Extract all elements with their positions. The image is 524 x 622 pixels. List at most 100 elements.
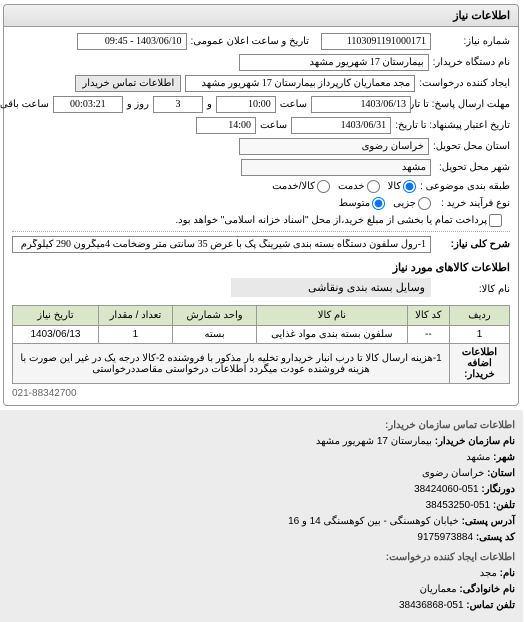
radio-mid[interactable]: متوسط <box>340 197 386 210</box>
contact-family-row: نام خانوادگی: معماریان <box>8 582 516 598</box>
contact-phone-row: تلفن: 051-38453250 <box>8 498 516 514</box>
input-buyer-org[interactable] <box>240 54 430 71</box>
label-and: و <box>208 99 213 110</box>
panel-title: اطلاعات نیاز <box>5 5 519 27</box>
contact-hdr1: اطلاعات تماس سازمان خریدار: <box>8 418 516 434</box>
val-cphone: 051-38436868 <box>400 600 465 611</box>
label-saat2: ساعت <box>261 120 288 131</box>
label-city: شهر محل تحویل: <box>436 162 511 173</box>
row-goods-name: نام کالا: وسایل بسته بندی ونقاشی <box>13 278 511 301</box>
radio-goods[interactable]: کالا <box>389 180 418 193</box>
lbl-cname: نام: <box>501 568 516 579</box>
contact-zip-row: کد پستی: 9175973884 <box>8 530 516 546</box>
radio-gs-label: کالا/خدمت <box>273 181 316 192</box>
th-name: نام کالا <box>258 306 409 326</box>
contact-name-row: نام: مجد <box>8 566 516 582</box>
th-code: کد کالا <box>408 306 450 326</box>
input-req-number[interactable] <box>322 33 432 50</box>
radio-low-input[interactable] <box>419 197 432 210</box>
val-org: بیمارستان 17 شهریور مشهد <box>317 436 433 447</box>
lbl-ccity: شهر: <box>494 452 516 463</box>
radio-service[interactable]: خدمت <box>339 180 381 193</box>
label-saat1: ساعت <box>281 99 308 110</box>
buyer-note-cell: 1-هزینه ارسال کالا تا درب انبار خریدارو … <box>14 344 451 384</box>
td-code: -- <box>408 326 450 344</box>
val-addr: خیابان کوهسنگی - بین کوهسنگی 14 و 16 <box>289 516 460 527</box>
radio-gs-input[interactable] <box>318 180 331 193</box>
input-need-keyword[interactable] <box>13 236 432 253</box>
input-countdown <box>54 96 124 113</box>
val-cprov: خراسان رضوی <box>423 468 485 479</box>
label-req-creator: ایجاد کننده درخواست: <box>420 78 511 89</box>
label-need-keyword: شرح کلی نیاز: <box>436 239 511 250</box>
label-province: استان محل تحویل: <box>434 141 511 152</box>
lbl-zip: کد پستی: <box>477 532 516 543</box>
val-fax: 051-38424060 <box>415 484 480 495</box>
contact-hdr2: اطلاعات ایجاد کننده درخواست: <box>8 550 516 566</box>
input-req-creator[interactable] <box>186 75 416 92</box>
th-qty: تعداد / مقدار <box>99 306 173 326</box>
checkbox-treasury-label: پرداخت تمام یا بخشی از مبلغ خرید،از محل … <box>176 215 488 226</box>
td-unit: بسته <box>173 326 257 344</box>
input-reply-time[interactable] <box>217 96 277 113</box>
checkbox-treasury-input[interactable] <box>490 214 503 227</box>
panel-body: شماره نیاز: تاریخ و ساعت اعلان عمومی: نا… <box>5 27 519 405</box>
contact-city-row: شهر: مشهد <box>8 450 516 466</box>
radio-mid-input[interactable] <box>373 197 386 210</box>
buyer-note-label: اطلاعات اضافه خریدار: <box>451 344 511 384</box>
footer-phone: 021-88342700 <box>13 388 511 399</box>
label-goods-name: نام کالا: <box>436 284 511 295</box>
radio-goods-input[interactable] <box>404 180 417 193</box>
row-need-keyword: شرح کلی نیاز: <box>13 236 511 253</box>
contact-cphone-row: تلفن تماس: 051-38436868 <box>8 598 516 614</box>
radio-low-label: جزیی <box>394 198 417 209</box>
val-zip: 9175973884 <box>418 532 474 543</box>
input-validity-date[interactable] <box>292 117 392 134</box>
th-row: ردیف <box>451 306 511 326</box>
buyer-note-label-text: اطلاعات اضافه خریدار: <box>463 347 498 380</box>
contact-section: اطلاعات تماس سازمان خریدار: نام سازمان خ… <box>0 410 524 622</box>
td-row: 1 <box>451 326 511 344</box>
table-row: 1 -- سلفون بسته بندی مواد غذایی بسته 1 1… <box>14 326 511 344</box>
contact-addr-row: آدرس پستی: خیابان کوهسنگی - بین کوهسنگی … <box>8 514 516 530</box>
th-date: تاریخ نیاز <box>14 306 100 326</box>
value-province: خراسان رضوی <box>240 138 430 155</box>
input-announce-date[interactable] <box>78 33 188 50</box>
val-phone: 051-38453250 <box>427 500 492 511</box>
row-validity: تاریخ اعتبار پیشنهاد: تا تاریخ: ساعت <box>13 117 511 134</box>
lbl-family: نام خانوادگی: <box>460 584 516 595</box>
radio-goods-service[interactable]: کالا/خدمت <box>273 180 331 193</box>
row-process-type: نوع فرآیند خرید : جزیی متوسط پرداخت تمام… <box>13 197 511 227</box>
buyer-note-row: اطلاعات اضافه خریدار: 1-هزینه ارسال کالا… <box>14 344 511 384</box>
label-validity: تاریخ اعتبار پیشنهاد: تا تاریخ: <box>396 120 511 131</box>
row-req-number: شماره نیاز: تاریخ و ساعت اعلان عمومی: <box>13 33 511 50</box>
val-cname: مجد <box>481 568 498 579</box>
row-req-creator: ایجاد کننده درخواست: اطلاعات تماس خریدار <box>13 75 511 92</box>
th-unit: واحد شمارش <box>173 306 257 326</box>
label-announce-date: تاریخ و ساعت اعلان عمومی: <box>192 36 311 47</box>
need-info-panel: اطلاعات نیاز شماره نیاز: تاریخ و ساعت اع… <box>4 4 520 406</box>
lbl-org: نام سازمان خریدار: <box>436 436 516 447</box>
table-header-row: ردیف کد کالا نام کالا واحد شمارش تعداد /… <box>14 306 511 326</box>
checkbox-treasury[interactable]: پرداخت تمام یا بخشی از مبلغ خرید،از محل … <box>176 214 503 227</box>
label-process-type: نوع فرآیند خرید : <box>436 198 511 209</box>
row-province: استان محل تحویل: خراسان رضوی <box>13 138 511 155</box>
divider1 <box>13 231 511 232</box>
input-reply-date[interactable] <box>312 96 412 113</box>
lbl-cprov: استان: <box>488 468 516 479</box>
radio-low[interactable]: جزیی <box>394 197 432 210</box>
radio-group-grouping: کالا خدمت کالا/خدمت <box>273 180 417 193</box>
radio-service-label: خدمت <box>339 181 366 192</box>
td-qty: 1 <box>99 326 173 344</box>
label-grouping: طبقه بندی موضوعی : <box>421 181 511 192</box>
row-buyer-org: نام دستگاه خریدار: <box>13 54 511 71</box>
value-city: مشهد <box>242 159 432 176</box>
radio-group-process: جزیی متوسط <box>340 197 432 210</box>
goods-category: وسایل بسته بندی ونقاشی <box>232 278 432 297</box>
radio-service-input[interactable] <box>368 180 381 193</box>
btn-manager-contact[interactable]: اطلاعات تماس خریدار <box>76 75 182 92</box>
input-validity-time[interactable] <box>197 117 257 134</box>
label-req-number: شماره نیاز: <box>436 36 511 47</box>
val-family: معماریان <box>421 584 458 595</box>
radio-mid-label: متوسط <box>340 198 371 209</box>
